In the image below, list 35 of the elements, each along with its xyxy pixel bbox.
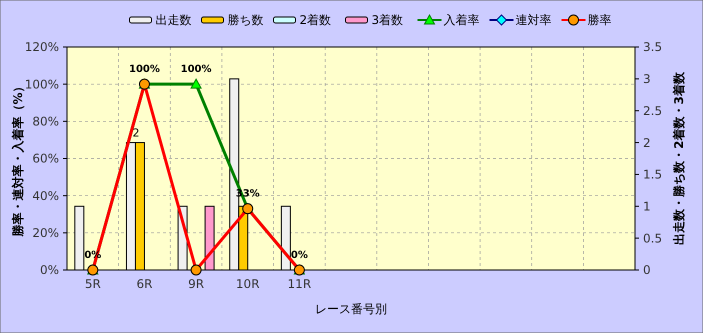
legend-label: 3着数 (372, 13, 404, 28)
y2-tick-label: 3.5 (643, 40, 662, 54)
point (190, 78, 202, 89)
y2-tick-label: 1.5 (643, 168, 662, 182)
legend-label: 出走数 (156, 13, 192, 28)
y2-tick-label: 2.5 (643, 104, 662, 118)
y-tick-label: 100% (24, 77, 59, 92)
x-tick-label: 11R (288, 277, 312, 291)
y2-tick-label: 3 (643, 72, 651, 86)
y2-tick-label: 2 (643, 136, 651, 150)
y-tick-label: 80% (32, 114, 59, 129)
legend-label: 勝率 (588, 13, 612, 28)
x-tick-label: 6R (136, 277, 152, 291)
data-label: 0% (290, 250, 308, 261)
y2-axis-title: 出走数・勝ち数・2着数・3着数 (672, 71, 686, 245)
legend-label: 勝ち数 (228, 13, 264, 28)
data-label: 100% (129, 64, 160, 76)
x-tick-label: 10R (236, 277, 260, 291)
y-tick-label: 60% (32, 152, 59, 166)
y2-tick-label: 1 (643, 199, 651, 214)
y-tick-label: 40% (32, 188, 59, 203)
y-axis-title: 勝率・連対率・入着率（%） (11, 80, 25, 238)
y-tick-label: 120% (24, 40, 59, 54)
y-tick-label: 0% (40, 263, 59, 278)
legend-label: 2着数 (300, 13, 332, 28)
y2-tick-label: 0.5 (643, 231, 662, 246)
x-tick-label: 9R (188, 277, 204, 291)
data-label: 2 (132, 126, 140, 140)
y-tick-label: 20% (32, 226, 59, 240)
data-label: 100% (180, 64, 212, 76)
x-axis-title: レース番号別 (315, 302, 387, 316)
legend-label: 入着率 (444, 13, 480, 28)
x-tick-label: 5R (84, 277, 101, 291)
legend-label: 連対率 (516, 13, 552, 28)
y2-tick-label: 0 (643, 263, 651, 278)
